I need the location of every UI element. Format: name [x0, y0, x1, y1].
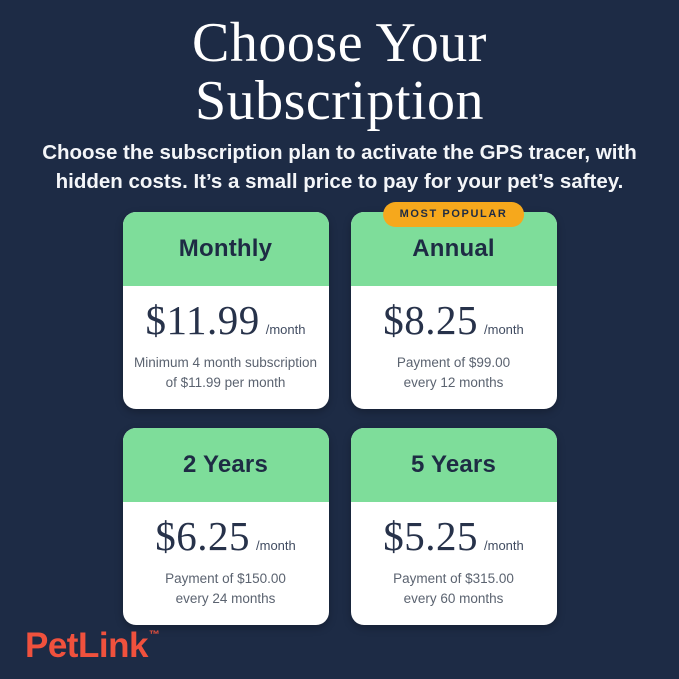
plan-price: $6.25: [155, 513, 250, 559]
petlink-logo: PetLink™: [25, 626, 160, 666]
plan-details: Payment of $315.00 every 60 months: [393, 569, 514, 609]
plan-body: $6.25 /month Payment of $150.00 every 24…: [123, 502, 329, 625]
plan-name: 2 Years: [182, 451, 269, 478]
plan-card-5-years[interactable]: 5 Years $5.25 /month Payment of $315.00 …: [350, 428, 557, 625]
petlink-logo-text: PetLink: [25, 626, 148, 665]
plan-name: 5 Years: [410, 451, 497, 478]
price-row: $8.25 /month: [383, 296, 524, 344]
page-subtitle: Choose the subscription plan to activate…: [0, 139, 679, 196]
plan-name: Monthly: [178, 235, 273, 262]
plan-details-line1: Payment of $99.00: [396, 355, 511, 370]
price-row: $6.25 /month: [155, 512, 296, 560]
page-title-line2: Subscription: [194, 70, 485, 132]
plan-details-line2: every 60 months: [403, 591, 504, 606]
plan-body: $11.99 /month Minimum 4 month subscripti…: [123, 286, 329, 409]
page-title: Choose Your Subscription: [0, 0, 679, 130]
plan-details: Payment of $150.00 every 24 months: [165, 569, 286, 609]
plan-card-2-years[interactable]: 2 Years $6.25 /month Payment of $150.00 …: [122, 428, 329, 625]
plan-details-line1: Payment of $315.00: [393, 571, 514, 586]
plan-price: $8.25: [383, 297, 478, 343]
plan-card-monthly[interactable]: Monthly $11.99 /month Minimum 4 month su…: [122, 212, 329, 409]
plan-price: $11.99: [145, 297, 260, 343]
price-row: $11.99 /month: [146, 296, 306, 344]
plan-header: Monthly: [122, 212, 329, 286]
plan-details: Payment of $99.00 every 12 months: [397, 353, 510, 393]
plan-price-period: /month: [265, 322, 306, 337]
plan-price-period: /month: [484, 322, 524, 337]
plan-details-line1: Minimum 4 month subscription: [133, 355, 318, 370]
price-row: $5.25 /month: [383, 512, 524, 560]
plan-price: $5.25: [383, 513, 478, 559]
plans-grid: Monthly $11.99 /month Minimum 4 month su…: [122, 202, 557, 625]
plan-price-period: /month: [484, 538, 524, 553]
plan-body: $8.25 /month Payment of $99.00 every 12 …: [351, 286, 557, 409]
page-subtitle-line2: hidden costs. It’s a small price to pay …: [55, 169, 624, 193]
page-title-line1: Choose Your: [192, 12, 487, 74]
plan-header: 2 Years: [122, 428, 329, 502]
plan-details-line2: of $11.99 per month: [165, 375, 286, 390]
plan-name: Annual: [412, 235, 495, 262]
most-popular-badge: MOST POPULAR: [382, 202, 525, 227]
plan-details-line1: Payment of $150.00: [165, 571, 286, 586]
plan-card-annual[interactable]: MOST POPULAR Annual $8.25 /month Payment…: [350, 202, 557, 409]
plan-details-line2: every 12 months: [403, 375, 504, 390]
plan-body: $5.25 /month Payment of $315.00 every 60…: [351, 502, 557, 625]
plan-details: Minimum 4 month subscription of $11.99 p…: [134, 353, 317, 393]
plan-price-period: /month: [256, 538, 296, 553]
plan-details-line2: every 24 months: [175, 591, 276, 606]
trademark-symbol: ™: [148, 629, 160, 641]
page-subtitle-line1: Choose the subscription plan to activate…: [42, 141, 637, 164]
plan-header: 5 Years: [350, 428, 557, 502]
